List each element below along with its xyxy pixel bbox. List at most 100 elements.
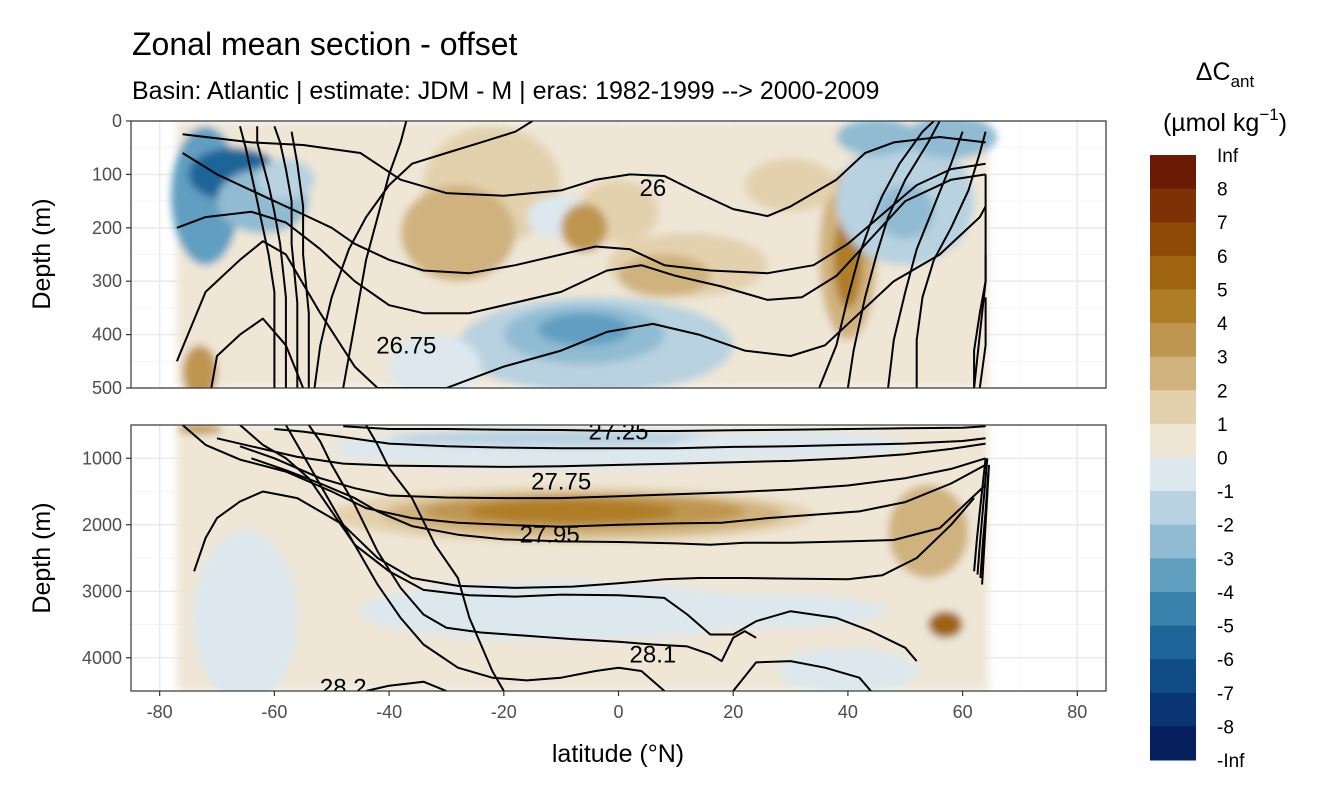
contour-label: 27.25 <box>588 419 648 446</box>
contour-line <box>216 437 986 468</box>
anomaly-patch <box>635 594 889 628</box>
panel-upper-fill <box>171 121 998 388</box>
contour-line <box>365 425 505 691</box>
legend-tick-label: -4 <box>1217 583 1234 604</box>
legend-swatch <box>1150 390 1196 425</box>
y-tick-label: 3000 <box>82 581 122 601</box>
legend-swatch <box>1150 255 1196 290</box>
panel-upper-contour-labels: 26 26.75 <box>376 175 666 360</box>
x-tick-label: -80 <box>147 702 173 722</box>
contour-line <box>978 297 987 388</box>
legend-swatch <box>1150 289 1196 324</box>
legend-swatch <box>1150 155 1196 190</box>
anomaly-patch <box>876 185 934 239</box>
x-axis-title: latitude (°N) <box>552 740 684 768</box>
contour-line <box>973 458 987 572</box>
contour-line <box>290 131 310 388</box>
panel-upper-y-ticks: 0 100 200 300 400 500 <box>92 111 131 398</box>
legend-swatch <box>1150 356 1196 391</box>
x-tick-label: 60 <box>953 702 973 722</box>
anomaly-patch <box>905 121 998 159</box>
panel-lower-fill <box>176 425 989 691</box>
legend-swatch <box>1150 591 1196 627</box>
anomaly-patch <box>675 431 906 459</box>
panel-upper-border <box>130 120 1107 389</box>
contour-line <box>193 490 975 589</box>
contour-line <box>365 680 447 691</box>
y-tick-label: 500 <box>92 378 122 398</box>
legend-swatch <box>1150 423 1196 458</box>
legend-tick-label: Inf <box>1217 146 1239 167</box>
anomaly-patch <box>779 647 917 691</box>
contour-line <box>973 254 987 388</box>
anomaly-field <box>171 121 998 388</box>
legend-swatch <box>1150 625 1196 660</box>
contour-label: 28.2 <box>320 675 367 702</box>
contour-line <box>307 425 757 663</box>
anomaly-patch <box>561 203 608 252</box>
contour-line <box>182 152 986 275</box>
legend-tick-label: -5 <box>1217 617 1234 638</box>
x-tick-label: -40 <box>376 702 402 722</box>
contour-label: 27.75 <box>531 469 591 496</box>
contour-line <box>175 205 987 388</box>
contour-line <box>976 458 989 575</box>
legend-colorbar <box>1150 155 1196 761</box>
contour-label: 26.75 <box>376 332 436 359</box>
y-axis-title-lower: Depth (m) <box>28 502 56 613</box>
anomaly-patch <box>836 121 917 156</box>
legend-tick-label: -7 <box>1217 684 1234 705</box>
contour-line <box>239 126 276 388</box>
y-tick-label: 400 <box>92 325 122 345</box>
anomaly-patch <box>618 254 711 298</box>
contour-label: 26 <box>640 175 667 202</box>
chart-subtitle: Basin: Atlantic | estimate: JDM - M | er… <box>132 77 879 105</box>
legend-tick-label: -6 <box>1217 650 1234 671</box>
panel-upper-contours <box>175 121 987 388</box>
contour-line <box>732 660 872 691</box>
contour-line <box>182 133 986 218</box>
legend-tick-label: 7 <box>1217 213 1228 234</box>
x-axis-ticks: -80 -60 -40 -20 0 20 40 60 80 <box>147 691 1087 722</box>
contour-line <box>274 428 986 450</box>
legend: ΔCant (µmol kg−1) Inf 8 7 6 5 4 3 2 1 0 -1 -2 -3 -4 -5… <box>1150 58 1287 772</box>
contour-line <box>313 121 534 388</box>
y-tick-label: 1000 <box>82 448 122 468</box>
legend-swatch <box>1150 457 1196 492</box>
legend-swatch <box>1150 558 1196 593</box>
y-tick-label: 200 <box>92 218 122 238</box>
legend-swatch <box>1150 659 1196 694</box>
panel-lower-y-ticks: 1000 2000 3000 4000 <box>82 448 131 668</box>
legend-tick-label: 3 <box>1217 348 1228 369</box>
legend-swatch <box>1150 222 1196 257</box>
x-tick-label: -20 <box>491 702 517 722</box>
contour-line <box>981 464 990 585</box>
anomaly-patch <box>928 611 963 638</box>
contour-line <box>256 126 287 388</box>
y-tick-label: 100 <box>92 164 122 184</box>
legend-tick-label: -1 <box>1217 482 1234 503</box>
legend-title-unit: (µmol kg <box>1163 109 1259 137</box>
legend-tick-label: 1 <box>1217 415 1228 436</box>
legend-tick-label: 4 <box>1217 314 1228 335</box>
contour-label: 27.95 <box>520 522 580 549</box>
contour-line <box>239 445 986 500</box>
chart-title: Zonal mean section - offset <box>132 26 518 62</box>
legend-tick-label: -2 <box>1217 516 1234 537</box>
contour-line <box>342 121 408 388</box>
legend-tick-label: -3 <box>1217 549 1234 570</box>
contour-line <box>239 425 918 662</box>
contour-line <box>846 121 941 388</box>
y-tick-label: 2000 <box>82 515 122 535</box>
legend-title-subscript: ant <box>1231 72 1255 91</box>
legend-tick-label: -Inf <box>1217 751 1245 772</box>
legend-title-close: ) <box>1279 109 1287 137</box>
anomaly-patch <box>389 334 481 388</box>
anomaly-patch <box>194 531 298 691</box>
x-tick-label: 40 <box>838 702 858 722</box>
anomaly-patch <box>176 425 223 435</box>
anomaly-patch <box>389 430 734 447</box>
legend-tick-label: 0 <box>1217 449 1228 470</box>
legend-ticks: Inf 8 7 6 5 4 3 2 1 0 -1 -2 -3 -4 -5 -6 -7 -8 -Inf <box>1217 146 1245 772</box>
